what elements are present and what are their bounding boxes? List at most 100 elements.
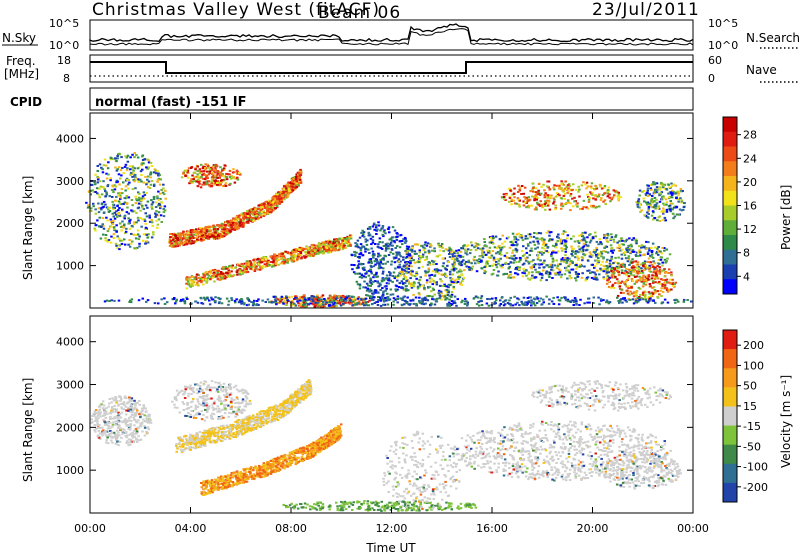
- range-gate-cell: [123, 238, 126, 240]
- range-gate-cell: [405, 239, 408, 241]
- range-gate-cell: [245, 215, 248, 217]
- range-gate-cell: [197, 166, 200, 168]
- range-gate-cell: [124, 190, 127, 192]
- range-gate-cell: [559, 271, 562, 273]
- range-gate-cell: [113, 237, 116, 239]
- range-gate-cell: [613, 194, 616, 196]
- range-gate-cell: [626, 239, 629, 241]
- range-gate-cell: [634, 276, 637, 278]
- range-gate-cell: [437, 269, 440, 271]
- range-gate-cell: [600, 199, 603, 201]
- range-gate-cell: [499, 251, 502, 253]
- range-gate-cell: [145, 192, 148, 194]
- range-gate-cell: [96, 192, 99, 194]
- range-gate-cell: [436, 283, 439, 285]
- range-gate-cell: [535, 187, 538, 189]
- range-gate-cell: [125, 164, 128, 166]
- range-gate-cell: [497, 275, 500, 277]
- range-gate-cell: [418, 261, 421, 263]
- range-gate-cell: [135, 212, 138, 214]
- range-gate-cell: [639, 294, 642, 296]
- range-gate-cell: [558, 274, 561, 276]
- range-gate-cell: [155, 206, 158, 208]
- range-gate-cell: [286, 185, 289, 187]
- range-gate-cell: [378, 285, 381, 287]
- range-gate-cell: [401, 280, 404, 282]
- range-gate-cell: [517, 239, 520, 241]
- range-gate-cell: [186, 243, 189, 245]
- range-gate-cell: [225, 233, 228, 235]
- range-gate-cell: [141, 218, 144, 220]
- range-gate-cell: [257, 217, 260, 219]
- range-gate-cell: [87, 207, 90, 209]
- range-gate-cell: [165, 198, 168, 200]
- range-gate-cell: [91, 184, 94, 186]
- range-gate-cell: [187, 177, 190, 179]
- range-gate-cell: [579, 208, 582, 210]
- range-gate-cell: [400, 234, 403, 236]
- range-gate-cell: [95, 224, 98, 226]
- range-gate-cell: [115, 214, 118, 216]
- range-gate-cell: [652, 271, 655, 273]
- range-gate-cell: [374, 264, 377, 266]
- range-gate-cell: [429, 281, 432, 283]
- range-gate-cell: [357, 260, 360, 262]
- range-gate-cell: [559, 263, 562, 265]
- range-gate-cell: [635, 242, 638, 244]
- range-gate-cell: [348, 236, 351, 238]
- range-gate-cell: [140, 181, 143, 183]
- range-gate-cell: [579, 264, 582, 266]
- range-gate-cell: [98, 188, 101, 190]
- range-gate-cell: [277, 264, 280, 266]
- range-gate-cell: [336, 242, 339, 244]
- range-gate-cell: [385, 288, 388, 290]
- range-gate-cell: [582, 181, 585, 183]
- range-gate-cell: [528, 263, 531, 265]
- range-gate-cell: [632, 265, 635, 267]
- range-gate-cell: [540, 279, 543, 281]
- range-gate-cell: [254, 212, 257, 214]
- range-gate-cell: [367, 285, 370, 287]
- range-gate-cell: [115, 231, 118, 233]
- range-gate-cell: [575, 264, 578, 266]
- range-gate-cell: [439, 246, 442, 248]
- range-gate-cell: [442, 257, 445, 259]
- range-gate-cell: [456, 259, 459, 261]
- range-gate-cell: [110, 242, 113, 244]
- range-gate-cell: [143, 182, 146, 184]
- range-gate-cell: [246, 213, 249, 215]
- range-gate-cell: [95, 213, 98, 215]
- range-gate-cell: [113, 216, 116, 218]
- range-gate-cell: [449, 256, 452, 258]
- range-gate-cell: [522, 239, 525, 241]
- range-gate-cell: [501, 243, 504, 245]
- range-gate-cell: [106, 240, 109, 242]
- range-gate-cell: [581, 259, 584, 261]
- range-gate-cell: [190, 167, 193, 169]
- range-gate-cell: [138, 238, 141, 240]
- range-gate-cell: [535, 191, 538, 193]
- range-gate-cell: [495, 252, 498, 254]
- range-gate-cell: [625, 274, 628, 276]
- range-gate-cell: [137, 181, 140, 183]
- range-gate-cell: [617, 198, 620, 200]
- range-gate-cell: [567, 200, 570, 202]
- range-gate-cell: [359, 287, 362, 289]
- range-gate-cell: [137, 229, 140, 231]
- range-gate-cell: [351, 254, 354, 256]
- range-gate-cell: [255, 218, 257, 220]
- range-gate-cell: [512, 250, 515, 252]
- range-gate-cell: [569, 277, 572, 279]
- range-gate-cell: [652, 266, 655, 268]
- range-gate-cell: [642, 272, 645, 274]
- range-gate-cell: [192, 236, 195, 238]
- range-gate-cell: [105, 234, 108, 236]
- range-gate-cell: [178, 236, 181, 238]
- range-gate-cell: [111, 189, 114, 191]
- range-gate-cell: [385, 250, 388, 252]
- range-gate-cell: [363, 236, 366, 238]
- range-gate-cell: [225, 266, 228, 268]
- range-gate-cell: [605, 203, 608, 205]
- range-gate-cell: [292, 251, 295, 253]
- range-gate-cell: [481, 252, 484, 254]
